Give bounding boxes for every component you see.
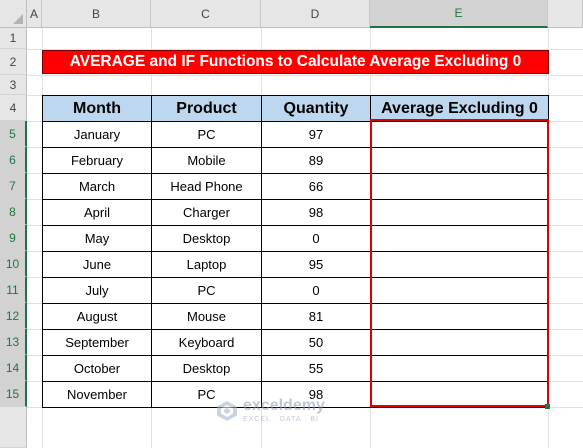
- column-header-a[interactable]: A: [27, 0, 42, 28]
- cell-month[interactable]: October: [42, 355, 152, 382]
- cell-quantity[interactable]: 81: [261, 303, 371, 330]
- cell-quantity[interactable]: 97: [261, 121, 371, 148]
- row-header-2[interactable]: 2: [0, 49, 27, 75]
- table-row: September Keyboard 50: [42, 329, 549, 356]
- column-header-c[interactable]: C: [151, 0, 261, 28]
- cell-month[interactable]: May: [42, 225, 152, 252]
- cell-average[interactable]: [370, 147, 549, 174]
- cell-product[interactable]: Charger: [151, 199, 262, 226]
- cell-product[interactable]: Laptop: [151, 251, 262, 278]
- cell-average[interactable]: [370, 381, 549, 408]
- table-row: June Laptop 95: [42, 251, 549, 278]
- gridline: [27, 49, 583, 50]
- table-row: January PC 97: [42, 121, 549, 148]
- gridline: [27, 407, 583, 408]
- cell-month[interactable]: July: [42, 277, 152, 304]
- row-header-14[interactable]: 14: [0, 355, 27, 381]
- cell-product[interactable]: Mouse: [151, 303, 262, 330]
- select-all-button[interactable]: [0, 0, 27, 28]
- column-header-d[interactable]: D: [261, 0, 370, 28]
- cell-month[interactable]: June: [42, 251, 152, 278]
- cell-product[interactable]: PC: [151, 381, 262, 408]
- watermark: exceldemy EXCEL · DATA · BI: [216, 398, 325, 423]
- row-header-9[interactable]: 9: [0, 225, 27, 251]
- cell-quantity[interactable]: 98: [261, 381, 371, 408]
- cell-quantity[interactable]: 55: [261, 355, 371, 382]
- watermark-name: exceldemy: [243, 397, 325, 414]
- cell-quantity[interactable]: 50: [261, 329, 371, 356]
- cell-month[interactable]: February: [42, 147, 152, 174]
- row-header-11[interactable]: 11: [0, 277, 27, 303]
- cell-month[interactable]: August: [42, 303, 152, 330]
- row-header-6[interactable]: 6: [0, 147, 27, 173]
- cell-average[interactable]: [370, 277, 549, 304]
- watermark-text: exceldemy EXCEL · DATA · BI: [243, 397, 325, 424]
- cell-product[interactable]: PC: [151, 277, 262, 304]
- cell-quantity[interactable]: 98: [261, 199, 371, 226]
- row-header-10[interactable]: 10: [0, 251, 27, 277]
- selection-highlight: [370, 119, 549, 407]
- cell-average[interactable]: [370, 225, 549, 252]
- table-header-row: Month Product Quantity Average Excluding…: [42, 95, 549, 122]
- cell-quantity[interactable]: 0: [261, 277, 371, 304]
- row-header-8[interactable]: 8: [0, 199, 27, 225]
- header-average[interactable]: Average Excluding 0: [370, 95, 549, 122]
- row-header-5[interactable]: 5: [0, 121, 27, 147]
- table-row: February Mobile 89: [42, 147, 549, 174]
- table-row: March Head Phone 66: [42, 173, 549, 200]
- cell-quantity[interactable]: 95: [261, 251, 371, 278]
- cell-quantity[interactable]: 66: [261, 173, 371, 200]
- cell-month[interactable]: November: [42, 381, 152, 408]
- row-header-7[interactable]: 7: [0, 173, 27, 199]
- column-header-e[interactable]: E: [370, 0, 548, 28]
- fill-handle[interactable]: [545, 404, 550, 409]
- sheet-title-banner[interactable]: AVERAGE and IF Functions to Calculate Av…: [42, 50, 549, 74]
- data-table: Month Product Quantity Average Excluding…: [42, 95, 549, 408]
- table-row: November PC 98: [42, 381, 549, 408]
- cell-month[interactable]: April: [42, 199, 152, 226]
- cell-quantity[interactable]: 0: [261, 225, 371, 252]
- cell-month[interactable]: September: [42, 329, 152, 356]
- row-header-4[interactable]: 4: [0, 95, 27, 121]
- column-header-f[interactable]: [548, 0, 583, 28]
- cell-average[interactable]: [370, 121, 549, 148]
- cell-quantity[interactable]: 89: [261, 147, 371, 174]
- cell-product[interactable]: Mobile: [151, 147, 262, 174]
- header-product[interactable]: Product: [151, 95, 262, 122]
- row-header-16[interactable]: [0, 407, 27, 448]
- table-row: July PC 0: [42, 277, 549, 304]
- table-row: October Desktop 55: [42, 355, 549, 382]
- exceldemy-logo-icon: [217, 400, 237, 421]
- header-quantity[interactable]: Quantity: [261, 95, 371, 122]
- cell-product[interactable]: Head Phone: [151, 173, 262, 200]
- row-header-3[interactable]: 3: [0, 75, 27, 95]
- row-header-12[interactable]: 12: [0, 303, 27, 329]
- column-header-b[interactable]: B: [42, 0, 151, 28]
- cell-month[interactable]: March: [42, 173, 152, 200]
- row-header-15[interactable]: 15: [0, 381, 27, 407]
- row-header-13[interactable]: 13: [0, 329, 27, 355]
- table-row: April Charger 98: [42, 199, 549, 226]
- gridline: [27, 75, 583, 76]
- watermark-tagline: EXCEL · DATA · BI: [243, 416, 319, 423]
- row-header-1[interactable]: 1: [0, 28, 27, 49]
- cell-month[interactable]: January: [42, 121, 152, 148]
- cell-product[interactable]: Keyboard: [151, 329, 262, 356]
- header-month[interactable]: Month: [42, 95, 152, 122]
- cell-product[interactable]: PC: [151, 121, 262, 148]
- cell-product[interactable]: Desktop: [151, 355, 262, 382]
- cell-product[interactable]: Desktop: [151, 225, 262, 252]
